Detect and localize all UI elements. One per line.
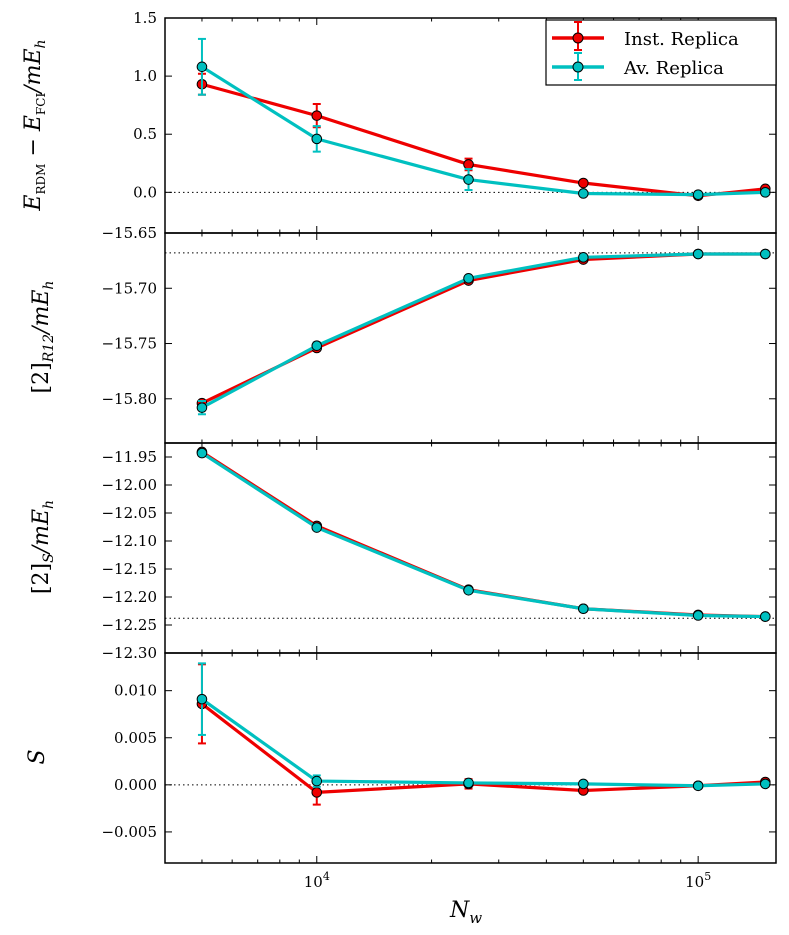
ytick-label: −12.15 bbox=[101, 560, 157, 578]
data-point-av bbox=[578, 603, 589, 615]
series-line-av bbox=[201, 252, 766, 410]
ylabel-panel-1: ERDM − EFCI/mEh bbox=[21, 39, 49, 211]
panel-1: 1.5 1.0 0.5 0.0 bbox=[133, 9, 777, 234]
series-line-av bbox=[201, 451, 766, 619]
panel-frame bbox=[164, 442, 777, 654]
data-point-av bbox=[463, 174, 474, 185]
ytick-label: −12.10 bbox=[101, 532, 157, 550]
ytick-label: −0.005 bbox=[101, 823, 157, 841]
ylabel-panel-3: [2]S/mEh bbox=[29, 500, 57, 594]
ylabel-panel-4: S bbox=[25, 749, 50, 764]
legend-label-av: Av. Replica bbox=[623, 58, 724, 79]
legend-marker-inst bbox=[572, 32, 584, 44]
ytick-label: −15.70 bbox=[101, 279, 157, 297]
legend-label-inst: Inst. Replica bbox=[624, 29, 739, 50]
ytick-label: −12.30 bbox=[101, 644, 157, 662]
panel-plot-area-4 bbox=[165, 662, 776, 806]
panel-frame bbox=[164, 232, 777, 444]
ytick-label: 1.5 bbox=[133, 9, 157, 27]
xtick-label: 104 bbox=[304, 870, 330, 891]
data-point-av bbox=[578, 778, 589, 790]
ytick-label: 1.0 bbox=[133, 67, 157, 85]
panel-plot-area-2 bbox=[165, 248, 776, 416]
ylabel-panel-2: [2]R12/mEh bbox=[29, 281, 57, 394]
data-point-av bbox=[692, 780, 704, 792]
panel-frame bbox=[164, 652, 777, 864]
panel-3: −11.95 −12.00 −12.05 −12.10 −12.15 −12.20 −12.… bbox=[101, 442, 777, 662]
data-point-av bbox=[463, 777, 474, 789]
ytick-label: −12.00 bbox=[101, 476, 157, 494]
data-point-av bbox=[760, 778, 771, 790]
data-point-av bbox=[311, 340, 323, 352]
panels: 1.5 1.0 0.5 0.0 −15.65 −15.70 −15.75 −15.80 −11.… bbox=[101, 9, 777, 891]
data-point-av bbox=[311, 522, 323, 533]
ytick-label: −11.95 bbox=[101, 448, 157, 466]
data-point-av bbox=[463, 584, 474, 596]
data-point-av bbox=[196, 447, 208, 459]
ytick-label: −15.65 bbox=[101, 224, 157, 242]
data-point-av bbox=[760, 611, 771, 622]
data-point-av bbox=[311, 133, 323, 145]
ytick-label: 0.5 bbox=[133, 125, 157, 143]
legend: Inst. Replica Av. Replica bbox=[545, 19, 777, 86]
series-line-av bbox=[201, 697, 766, 788]
series-line-inst bbox=[201, 82, 766, 198]
legend-entry-inst: Inst. Replica bbox=[552, 21, 739, 51]
panel-plot-area-1 bbox=[165, 37, 776, 202]
data-point-av bbox=[196, 61, 208, 73]
xtick-label: 105 bbox=[685, 870, 711, 891]
series-line-av bbox=[201, 65, 766, 197]
panel-plot-area-3 bbox=[165, 446, 776, 622]
legend-box bbox=[545, 19, 777, 86]
ytick-label: 0.000 bbox=[114, 776, 157, 794]
data-point-av bbox=[760, 248, 771, 260]
data-point-av bbox=[760, 187, 771, 198]
data-point-av bbox=[692, 610, 704, 621]
data-point-av bbox=[196, 402, 208, 413]
data-point-av bbox=[578, 252, 589, 263]
data-point-av bbox=[578, 188, 589, 199]
data-point-av bbox=[692, 248, 704, 260]
ytick-label: −12.05 bbox=[101, 504, 157, 522]
xlabel: Nw bbox=[449, 898, 482, 927]
data-point-av bbox=[311, 775, 323, 787]
data-point-av bbox=[196, 693, 208, 705]
data-point-av bbox=[692, 189, 704, 200]
legend-entry-av: Av. Replica bbox=[552, 52, 724, 81]
ytick-label: 0.0 bbox=[133, 183, 157, 201]
legend-marker-av bbox=[572, 61, 584, 73]
ytick-label: −12.25 bbox=[101, 616, 157, 634]
panel-2: −15.65 −15.70 −15.75 −15.80 bbox=[101, 224, 777, 444]
data-point-inst bbox=[578, 177, 589, 189]
ytick-label: −15.80 bbox=[101, 390, 157, 408]
data-point-inst bbox=[311, 110, 323, 121]
data-point-inst bbox=[311, 787, 323, 798]
data-point-inst bbox=[463, 159, 474, 170]
ytick-label: −15.75 bbox=[101, 335, 157, 353]
ytick-label: −12.20 bbox=[101, 588, 157, 606]
panel-4: 0.010 0.005 0.000 −0.005 bbox=[101, 652, 777, 864]
data-point-av bbox=[463, 273, 474, 284]
ytick-label: 0.005 bbox=[114, 729, 157, 747]
series-line-inst bbox=[200, 702, 766, 794]
ytick-label: 0.010 bbox=[114, 682, 157, 700]
